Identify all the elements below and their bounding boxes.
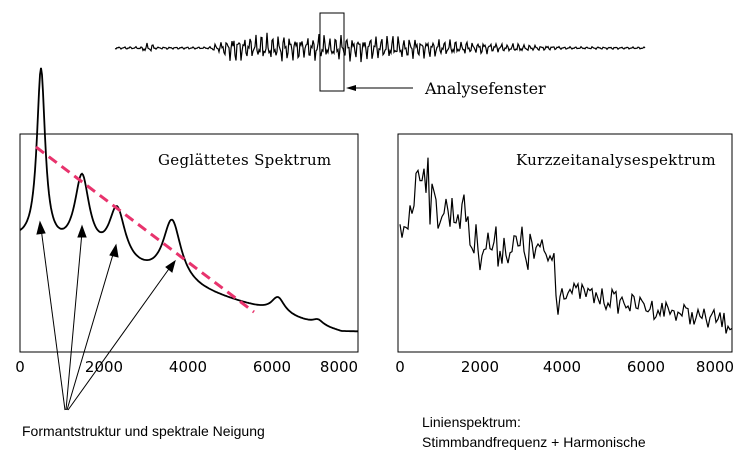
smoothed-spectrum-curve	[19, 67, 358, 333]
left-tick-6000: 6000	[253, 358, 291, 376]
left-tick-2000: 2000	[85, 358, 123, 376]
left-panel-title: Geglättetes Spektrum	[158, 151, 331, 169]
arrow-up-icon	[65, 231, 83, 411]
right-caption-line1: Linienspektrum:	[422, 414, 521, 430]
arrow-up-icon	[67, 265, 172, 411]
arrow-up-icon	[36, 220, 46, 235]
line-spectrum-curve	[399, 157, 733, 334]
right-panel-frame	[397, 133, 733, 353]
left-caption: Formantstruktur und spektrale Neigung	[22, 423, 265, 439]
left-tick-0: 0	[15, 358, 25, 376]
analysis-window-box	[319, 12, 345, 92]
right-tick-4000: 4000	[543, 358, 581, 376]
right-x-axis-ticks: 0 2000 4000 6000 8000	[395, 358, 734, 376]
arrow-up-icon	[77, 224, 87, 238]
right-tick-6000: 6000	[627, 358, 665, 376]
arrow-up-icon	[66, 250, 115, 411]
waveform-group: Analysefenster	[114, 12, 646, 98]
right-caption-line2: Stimmbandfrequenz + Harmonische	[422, 434, 646, 450]
right-tick-2000: 2000	[461, 358, 499, 376]
left-panel: Geglättetes Spektrum 0 2000 4000 6000 80…	[15, 67, 359, 439]
speech-waveform	[114, 32, 646, 63]
analysis-window-label: Analysefenster	[424, 79, 546, 98]
formant-arrows	[36, 220, 176, 411]
right-tick-0: 0	[395, 358, 405, 376]
left-x-axis-ticks: 0 2000 4000 6000 8000	[15, 358, 358, 376]
left-tick-8000: 8000	[320, 358, 358, 376]
right-tick-8000: 8000	[696, 358, 734, 376]
left-panel-frame	[19, 133, 359, 353]
arrow-left-icon	[346, 85, 413, 91]
arrow-up-icon	[165, 259, 176, 273]
arrow-up-icon	[40, 227, 66, 411]
left-tick-4000: 4000	[169, 358, 207, 376]
spectral-tilt-line	[35, 145, 255, 314]
right-panel: Kurzzeitanalysespektrum 0 2000 4000 6000…	[395, 133, 734, 450]
right-panel-title: Kurzzeitanalysespektrum	[516, 151, 716, 169]
arrow-up-icon	[109, 243, 119, 258]
